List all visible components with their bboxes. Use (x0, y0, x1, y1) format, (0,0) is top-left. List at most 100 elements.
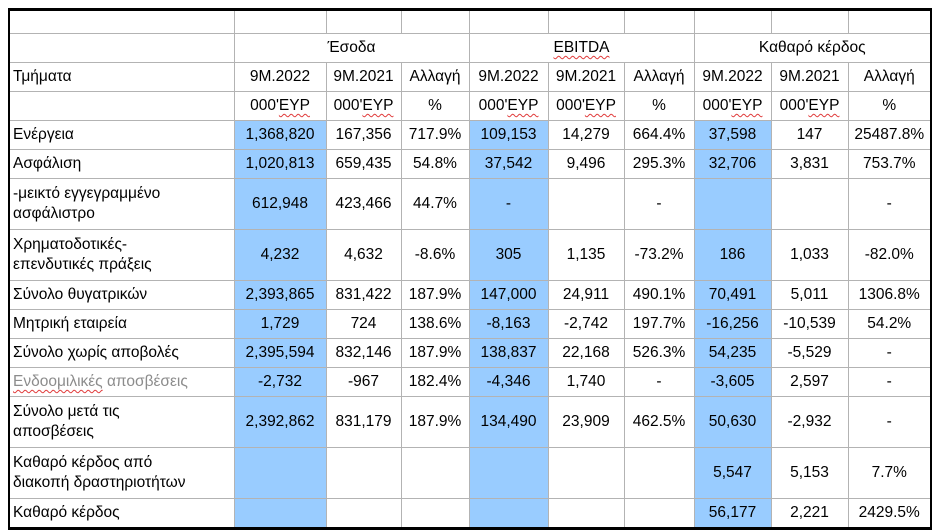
data-cell[interactable]: 14,279 (547, 120, 625, 150)
period-header-cell[interactable]: 9Μ.2022 (233, 62, 327, 92)
data-cell[interactable]: 7.7% (847, 447, 932, 499)
spacer-cell[interactable] (468, 9, 549, 34)
data-cell[interactable]: -2,732 (233, 367, 327, 397)
data-cell[interactable]: - (623, 367, 695, 397)
data-cell[interactable]: 753.7% (847, 149, 932, 179)
data-cell[interactable] (547, 178, 625, 230)
data-cell[interactable]: 1,135 (547, 229, 625, 281)
data-cell[interactable]: 4,232 (233, 229, 327, 281)
data-cell[interactable] (623, 498, 695, 529)
data-cell[interactable]: 305 (468, 229, 549, 281)
data-cell[interactable]: 147,000 (468, 280, 549, 310)
row-label-cell[interactable]: Καθαρό κέρδος από διακοπή δραστηριοτήτων (8, 447, 235, 499)
data-cell[interactable]: 2,392,862 (233, 396, 327, 448)
data-cell[interactable]: - (847, 178, 932, 230)
data-cell[interactable]: 1,729 (233, 309, 327, 339)
data-cell[interactable]: -82.0% (847, 229, 932, 281)
data-cell[interactable]: 2,597 (770, 367, 849, 397)
data-cell[interactable]: 182.4% (400, 367, 470, 397)
data-cell[interactable]: 831,422 (325, 280, 402, 310)
data-cell[interactable]: 1,368,820 (233, 120, 327, 150)
data-cell[interactable]: -8.6% (400, 229, 470, 281)
period-header-cell[interactable]: 9Μ.2021 (547, 62, 625, 92)
data-cell[interactable]: -2,742 (547, 309, 625, 339)
segments-corner-cell[interactable]: Τμήματα (8, 62, 235, 92)
data-cell[interactable]: 9,496 (547, 149, 625, 179)
data-cell[interactable]: 54.2% (847, 309, 932, 339)
data-cell[interactable] (770, 178, 849, 230)
row-label-cell[interactable]: Ενέργεια (8, 120, 235, 150)
data-cell[interactable]: -5,529 (770, 338, 849, 368)
group-corner-cell[interactable] (8, 33, 235, 63)
spacer-cell[interactable] (770, 9, 849, 34)
data-cell[interactable]: 664.4% (623, 120, 695, 150)
row-label-cell[interactable]: Καθαρό κέρδος (8, 498, 235, 529)
data-cell[interactable] (547, 498, 625, 529)
data-cell[interactable]: 659,435 (325, 149, 402, 179)
data-cell[interactable]: 24,911 (547, 280, 625, 310)
data-cell[interactable] (325, 498, 402, 529)
data-cell[interactable] (623, 447, 695, 499)
data-cell[interactable]: 1,740 (547, 367, 625, 397)
data-cell[interactable]: 50,630 (693, 396, 772, 448)
data-cell[interactable]: 724 (325, 309, 402, 339)
data-cell[interactable]: 25487.8% (847, 120, 932, 150)
data-cell[interactable]: 1306.8% (847, 280, 932, 310)
data-cell[interactable]: 167,356 (325, 120, 402, 150)
percent-header-cell[interactable]: % (623, 91, 695, 121)
spacer-cell[interactable] (693, 9, 772, 34)
data-cell[interactable]: 138,837 (468, 338, 549, 368)
data-cell[interactable]: 1,020,813 (233, 149, 327, 179)
data-cell[interactable]: 187.9% (400, 280, 470, 310)
data-cell[interactable] (325, 447, 402, 499)
data-cell[interactable]: 423,466 (325, 178, 402, 230)
group-header-cell[interactable]: Έσοδα (233, 33, 470, 63)
data-cell[interactable]: - (468, 178, 549, 230)
row-label-cell[interactable]: Σύνολο χωρίς αποβολές (8, 338, 235, 368)
data-cell[interactable] (468, 498, 549, 529)
data-cell[interactable]: 2,395,594 (233, 338, 327, 368)
data-cell[interactable]: 612,948 (233, 178, 327, 230)
period-header-cell[interactable]: 9Μ.2021 (770, 62, 849, 92)
period-header-cell[interactable]: 9Μ.2022 (693, 62, 772, 92)
data-cell[interactable]: - (847, 396, 932, 448)
data-cell[interactable]: -16,256 (693, 309, 772, 339)
unit-header-cell[interactable]: 000'ΕΥΡ (770, 91, 849, 121)
data-cell[interactable]: 54.8% (400, 149, 470, 179)
data-cell[interactable]: 187.9% (400, 338, 470, 368)
period-header-cell[interactable]: Αλλαγή (623, 62, 695, 92)
data-cell[interactable]: 2,393,865 (233, 280, 327, 310)
row-label-cell[interactable]: Σύνολο θυγατρικών (8, 280, 235, 310)
row-label-cell[interactable]: Μητρική εταιρεία (8, 309, 235, 339)
data-cell[interactable]: 4,632 (325, 229, 402, 281)
data-cell[interactable]: 5,153 (770, 447, 849, 499)
data-cell[interactable]: 490.1% (623, 280, 695, 310)
data-cell[interactable]: 295.3% (623, 149, 695, 179)
data-cell[interactable]: - (623, 178, 695, 230)
data-cell[interactable]: 22,168 (547, 338, 625, 368)
data-cell[interactable]: 134,490 (468, 396, 549, 448)
data-cell[interactable]: - (847, 338, 932, 368)
data-cell[interactable]: 5,547 (693, 447, 772, 499)
data-cell[interactable]: -2,932 (770, 396, 849, 448)
unit-corner-cell[interactable] (8, 91, 235, 121)
data-cell[interactable] (233, 447, 327, 499)
data-cell[interactable] (468, 447, 549, 499)
data-cell[interactable]: 37,542 (468, 149, 549, 179)
period-header-cell[interactable]: 9Μ.2021 (325, 62, 402, 92)
period-header-cell[interactable]: 9Μ.2022 (468, 62, 549, 92)
data-cell[interactable]: 32,706 (693, 149, 772, 179)
row-label-cell[interactable]: Ασφάλιση (8, 149, 235, 179)
unit-header-cell[interactable]: 000'ΕΥΡ (468, 91, 549, 121)
data-cell[interactable]: 44.7% (400, 178, 470, 230)
spacer-cell[interactable] (623, 9, 695, 34)
data-cell[interactable]: -4,346 (468, 367, 549, 397)
data-cell[interactable] (400, 447, 470, 499)
data-cell[interactable]: 37,598 (693, 120, 772, 150)
data-cell[interactable]: 2,221 (770, 498, 849, 529)
row-label-cell[interactable]: Χρηματοδοτικές- επενδυτικές πράξεις (8, 229, 235, 281)
data-cell[interactable]: 147 (770, 120, 849, 150)
data-cell[interactable]: 70,491 (693, 280, 772, 310)
data-cell[interactable]: 831,179 (325, 396, 402, 448)
data-cell[interactable]: 187.9% (400, 396, 470, 448)
